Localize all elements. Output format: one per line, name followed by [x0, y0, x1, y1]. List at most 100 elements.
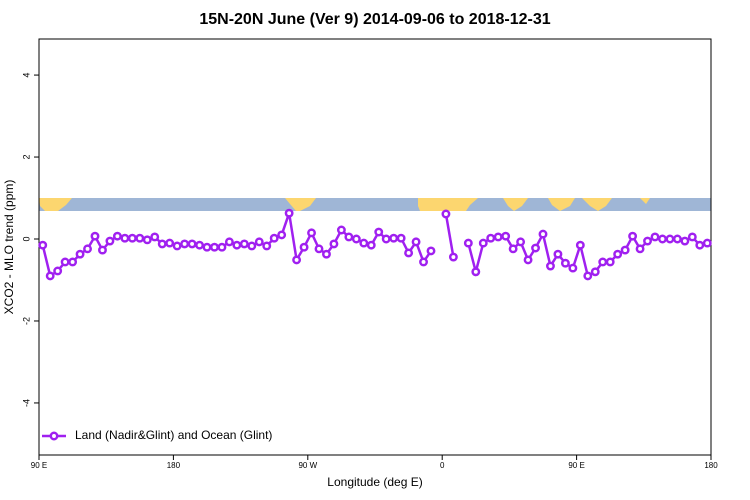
- point: [672, 234, 682, 244]
- point: [187, 239, 197, 249]
- point: [389, 233, 399, 243]
- point: [299, 242, 309, 252]
- point: [150, 232, 160, 242]
- point: [277, 230, 287, 240]
- point: [157, 239, 167, 249]
- point: [232, 240, 242, 250]
- point: [329, 239, 339, 249]
- point: [112, 231, 122, 241]
- x-tick-label: 180: [167, 461, 181, 470]
- map-strip: [39, 198, 711, 211]
- point: [635, 244, 645, 254]
- point: [613, 249, 623, 259]
- point: [583, 271, 593, 281]
- point: [568, 263, 578, 273]
- point: [441, 209, 451, 219]
- point: [90, 231, 100, 241]
- y-tick-label: 0: [21, 237, 31, 242]
- point: [560, 258, 570, 268]
- point: [202, 242, 212, 252]
- point: [396, 233, 406, 243]
- point: [695, 240, 705, 250]
- point: [172, 241, 182, 251]
- point: [680, 236, 690, 246]
- point: [516, 237, 526, 247]
- point: [269, 233, 279, 243]
- point: [38, 240, 48, 250]
- point: [486, 233, 496, 243]
- point: [523, 255, 533, 265]
- point: [493, 232, 503, 242]
- point: [531, 243, 540, 253]
- point: [165, 238, 175, 248]
- point: [538, 229, 548, 239]
- point: [658, 234, 667, 244]
- point: [590, 267, 600, 277]
- point: [351, 234, 361, 244]
- point: [224, 237, 234, 247]
- point: [53, 266, 63, 276]
- point: [471, 267, 481, 277]
- point: [120, 233, 130, 243]
- point: [135, 233, 145, 243]
- y-tick-label: -4: [21, 399, 31, 407]
- legend-marker: [49, 431, 59, 441]
- point: [448, 252, 458, 262]
- point: [307, 228, 316, 238]
- point: [359, 238, 369, 248]
- point: [75, 249, 85, 259]
- point: [546, 261, 555, 271]
- point: [620, 245, 630, 255]
- point: [60, 257, 70, 267]
- point: [366, 240, 376, 250]
- x-tick-label: 90 E: [31, 461, 47, 470]
- point: [254, 237, 264, 247]
- x-axis-label: Longitude (deg E): [327, 475, 422, 489]
- point: [98, 245, 107, 255]
- point: [687, 232, 697, 242]
- point: [142, 235, 152, 245]
- point: [180, 239, 190, 249]
- point: [598, 257, 608, 267]
- point: [239, 239, 249, 249]
- legend-label: Land (Nadir&Glint) and Ocean (Glint): [75, 428, 272, 442]
- point: [553, 249, 563, 259]
- point: [247, 241, 257, 251]
- point: [478, 238, 488, 248]
- point: [426, 246, 436, 256]
- chart-title: 15N-20N June (Ver 9) 2014-09-06 to 2018-…: [199, 11, 550, 28]
- y-axis-label: XCO2 - MLO trend (ppm): [2, 180, 16, 315]
- x-tick-label: 0: [440, 461, 445, 470]
- point: [292, 255, 302, 265]
- x-tick-label: 180: [704, 461, 718, 470]
- point: [665, 234, 675, 244]
- point: [284, 208, 294, 218]
- y-tick-label: 4: [21, 73, 31, 78]
- point: [650, 232, 660, 242]
- point: [508, 244, 518, 254]
- point: [127, 233, 137, 243]
- point: [605, 257, 615, 267]
- point: [262, 241, 272, 251]
- point: [105, 236, 115, 246]
- point: [419, 257, 428, 267]
- point: [217, 242, 227, 252]
- point: [575, 240, 585, 250]
- point: [628, 231, 638, 241]
- point: [404, 248, 414, 258]
- point: [210, 242, 219, 252]
- y-tick-label: -2: [21, 317, 31, 325]
- point: [374, 227, 384, 237]
- point: [501, 231, 511, 241]
- x-tick-label: 90 E: [568, 461, 584, 470]
- point: [322, 249, 331, 259]
- point: [45, 271, 55, 281]
- point: [344, 232, 354, 242]
- point: [381, 234, 391, 244]
- point: [463, 238, 473, 248]
- point: [411, 237, 421, 247]
- y-tick-label: 2: [21, 155, 31, 160]
- x-tick-label: 90 W: [298, 461, 317, 470]
- point: [702, 238, 712, 248]
